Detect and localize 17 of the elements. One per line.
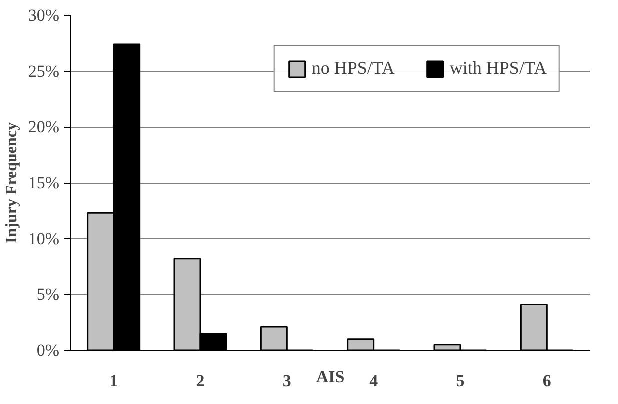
x-tick-label: 3 <box>282 372 292 390</box>
x-tick-label: 4 <box>370 372 379 390</box>
x-tick-label: 1 <box>110 372 118 390</box>
x-tick-label: 2 <box>196 372 205 390</box>
y-tick-label: 10% <box>28 229 60 248</box>
y-tick-label: 25% <box>28 62 60 81</box>
x-tick-label: 5 <box>456 372 465 390</box>
x-tick-label: 6 <box>542 372 552 390</box>
y-tick-label: 5% <box>36 285 60 304</box>
legend-label: no HPS/TA <box>312 58 395 79</box>
legend-label: with HPS/TA <box>450 58 547 79</box>
y-axis-title: Injury Frequency <box>3 122 20 244</box>
x-axis-title: AIS <box>316 368 345 386</box>
y-tick-label: 0% <box>36 341 60 360</box>
y-tick-label: 20% <box>28 118 60 137</box>
y-tick-label: 30% <box>28 6 60 25</box>
y-tick-label: 15% <box>28 174 60 192</box>
